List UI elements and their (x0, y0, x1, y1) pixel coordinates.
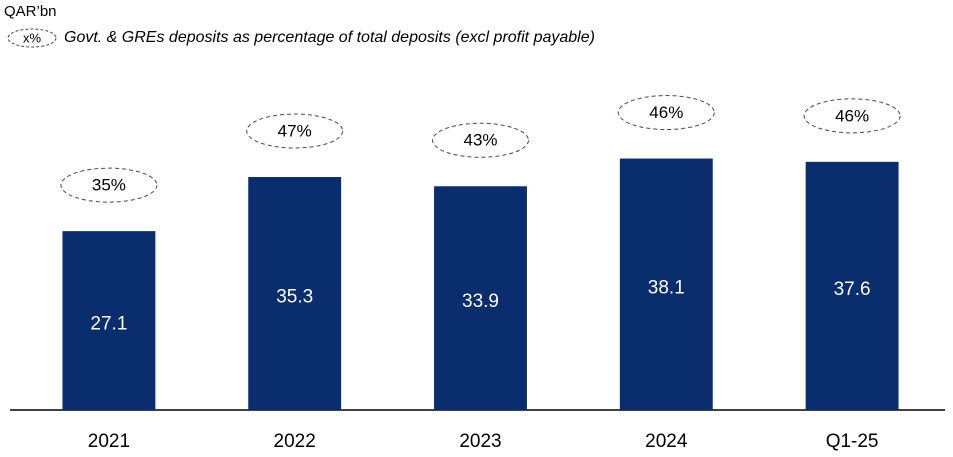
share-ellipse (803, 98, 901, 134)
bar-value-label: 37.6 (834, 279, 871, 300)
x-tick-label: 2024 (645, 431, 688, 452)
x-tick-label: 2022 (274, 431, 316, 452)
unit-label: QAR’bn (4, 3, 57, 20)
bar-value-label: 27.1 (90, 314, 127, 335)
share-label: 46% (835, 106, 869, 125)
legend-symbol: x% (23, 30, 42, 45)
x-tick-label: 2023 (459, 431, 501, 452)
share-ellipse (246, 113, 344, 149)
share-label: 35% (92, 176, 126, 195)
bar-value-label: 38.1 (648, 277, 685, 298)
x-tick-label: Q1-25 (826, 431, 879, 452)
share-ellipse (617, 95, 715, 131)
bar (619, 158, 713, 410)
bar-value-label: 35.3 (276, 287, 313, 308)
bar (248, 177, 342, 410)
share-label: 47% (278, 122, 312, 141)
share-ellipse (60, 167, 158, 203)
share-label: 46% (649, 103, 683, 122)
x-tick-label: 2021 (88, 431, 130, 452)
bar (62, 231, 156, 410)
legend-text: Govt. & GREs deposits as percentage of t… (64, 29, 595, 46)
share-ellipse (432, 122, 529, 158)
bar (434, 186, 527, 410)
legend-symbol-ellipse (7, 28, 57, 48)
share-label: 43% (463, 131, 497, 150)
bar (805, 161, 899, 410)
bar-value-label: 33.9 (462, 291, 499, 312)
